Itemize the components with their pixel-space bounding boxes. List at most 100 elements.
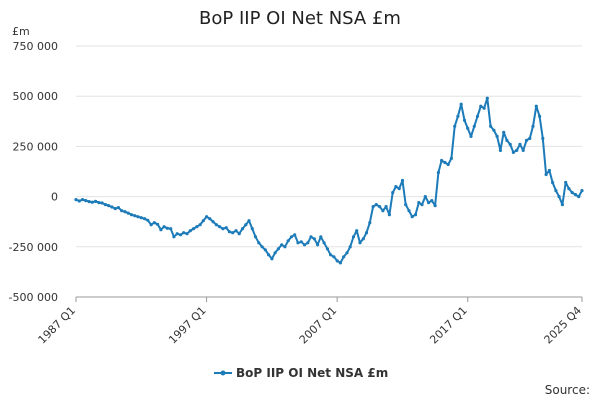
- data-point: [332, 255, 336, 259]
- data-point: [234, 229, 238, 233]
- data-point: [253, 235, 258, 239]
- legend-label: BoP IIP OI Net NSA £m: [236, 366, 388, 380]
- data-point: [283, 245, 287, 249]
- data-point: [560, 203, 565, 207]
- data-point: [103, 203, 107, 207]
- data-point: [440, 158, 444, 163]
- data-point: [182, 231, 186, 235]
- data-point: [280, 243, 284, 247]
- data-point: [342, 255, 346, 259]
- y-axis-tick-labels: 750 000 500 000 250 000 0 -250 000 -500 000: [9, 40, 58, 304]
- data-point: [378, 205, 382, 209]
- data-point: [348, 245, 352, 249]
- legend-swatch-marker: [220, 370, 226, 376]
- data-point: [237, 232, 241, 236]
- data-point: [319, 235, 323, 239]
- data-point: [247, 219, 251, 223]
- data-point: [404, 203, 408, 207]
- y-tick-label: 250 000: [13, 140, 59, 153]
- data-point: [479, 104, 483, 108]
- data-point: [257, 241, 261, 245]
- data-point: [534, 104, 538, 108]
- data-point: [306, 241, 310, 245]
- series-line: [75, 97, 583, 264]
- data-point: [165, 226, 169, 230]
- data-point: [505, 138, 509, 142]
- data-point: [263, 248, 267, 252]
- data-point: [113, 207, 117, 211]
- data-point: [289, 235, 294, 239]
- data-point: [195, 225, 199, 229]
- data-point: [358, 241, 362, 245]
- data-point: [94, 199, 98, 203]
- x-tick-label: 2025 Q4: [542, 304, 585, 347]
- data-point: [570, 191, 574, 195]
- x-tick-label: 2007 Q1: [297, 304, 340, 347]
- data-point: [221, 227, 225, 231]
- x-tick-label: 1987 Q1: [36, 304, 79, 347]
- data-point: [87, 200, 91, 204]
- data-point: [123, 210, 127, 214]
- data-point: [218, 225, 222, 229]
- data-point: [74, 198, 78, 202]
- data-point: [316, 243, 320, 247]
- data-point: [172, 235, 176, 239]
- data-point: [495, 134, 499, 138]
- data-point: [531, 124, 535, 128]
- data-point: [84, 199, 88, 203]
- data-point: [433, 204, 437, 208]
- data-point: [573, 193, 578, 197]
- data-point: [270, 257, 274, 261]
- data-point: [329, 253, 333, 257]
- data-point: [198, 223, 202, 227]
- data-point: [449, 156, 453, 160]
- data-point: [508, 142, 512, 146]
- data-point: [351, 235, 356, 239]
- y-tick-label: 0: [51, 191, 58, 204]
- data-point: [427, 201, 431, 205]
- data-point: [293, 233, 297, 237]
- data-point: [551, 180, 555, 185]
- data-point: [475, 114, 480, 118]
- data-point: [286, 239, 290, 243]
- data-point: [302, 243, 307, 247]
- data-point: [201, 219, 205, 223]
- data-point: [413, 213, 418, 217]
- data-point: [381, 209, 385, 213]
- data-point: [511, 150, 515, 154]
- data-point: [443, 160, 447, 165]
- data-point: [355, 229, 359, 233]
- data-point: [191, 227, 196, 231]
- data-point: [143, 217, 147, 221]
- data-point: [518, 142, 522, 146]
- data-point: [152, 221, 156, 225]
- data-point: [211, 220, 215, 224]
- data-point: [400, 178, 405, 183]
- data-point: [482, 106, 486, 110]
- x-axis: 1987 Q1 1997 Q1 2007 Q1 2017 Q1 2025 Q4: [36, 296, 585, 347]
- data-point: [139, 216, 143, 220]
- y-tick-label: -500 000: [9, 291, 58, 304]
- y-tick-label: 750 000: [13, 40, 59, 53]
- data-point: [296, 241, 300, 245]
- data-point: [547, 168, 552, 173]
- data-point: [276, 247, 280, 251]
- data-point: [224, 226, 228, 230]
- data-point: [417, 201, 421, 205]
- data-point: [538, 114, 542, 118]
- data-point: [446, 162, 450, 167]
- data-point: [384, 205, 388, 209]
- data-point: [80, 198, 85, 202]
- data-point: [338, 261, 342, 265]
- data-point: [345, 251, 349, 255]
- data-point: [374, 203, 378, 207]
- data-point: [136, 215, 140, 219]
- data-point: [472, 124, 476, 128]
- data-point: [335, 259, 339, 263]
- data-point: [227, 230, 231, 234]
- data-point: [309, 235, 313, 239]
- x-tick-label: 1997 Q1: [166, 304, 209, 347]
- chart-title: BoP IIP OI Net NSA £m: [199, 8, 401, 29]
- data-point: [107, 204, 111, 208]
